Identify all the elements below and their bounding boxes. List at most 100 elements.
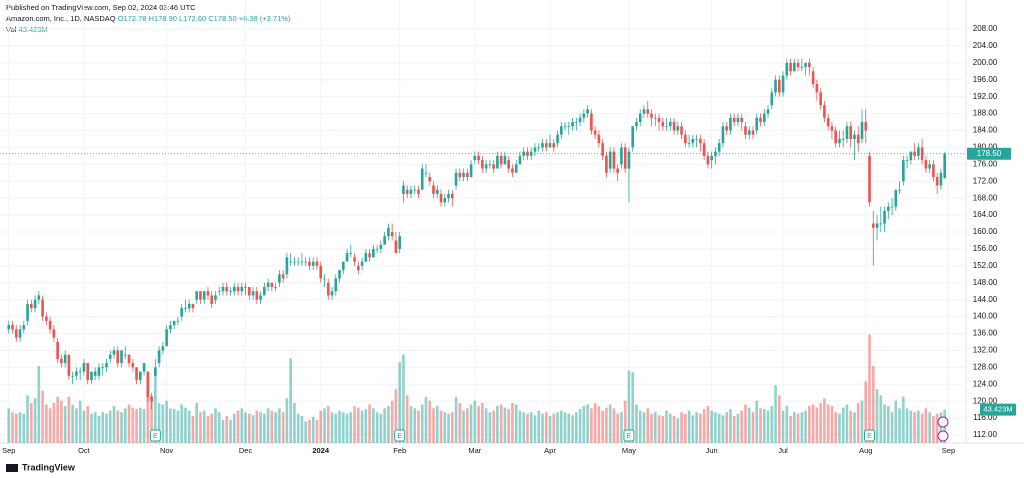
volume-bar <box>695 412 698 443</box>
volume-bar <box>274 412 277 443</box>
candle-body <box>706 155 710 165</box>
candle-body <box>777 79 781 93</box>
candle-body <box>101 367 105 369</box>
candle-body <box>360 261 364 266</box>
candle-body <box>71 375 74 377</box>
volume-bar <box>259 412 262 443</box>
volume-bar <box>293 402 296 443</box>
candle-body <box>154 367 157 376</box>
volume-bar <box>744 404 747 443</box>
x-tick-label: Nov <box>160 446 174 455</box>
volume-bar <box>123 408 127 443</box>
candle-body <box>172 320 176 326</box>
x-tick-label: Dec <box>239 446 253 455</box>
candle-body <box>413 189 417 191</box>
candle-body <box>725 126 728 131</box>
candle-body <box>304 261 308 263</box>
candle-body <box>323 278 326 280</box>
volume-bar <box>349 412 353 443</box>
candle-body <box>841 138 845 140</box>
volume-bar <box>105 413 108 443</box>
volume-bar <box>217 412 221 443</box>
candle-body <box>623 147 627 169</box>
volume-bar <box>112 406 116 443</box>
y-tick-label: 184.00 <box>973 126 998 135</box>
candle-body <box>932 164 935 178</box>
candle-body <box>590 113 593 131</box>
volume-bar <box>417 410 420 443</box>
volume-bar <box>552 413 556 443</box>
candle-body <box>142 363 146 372</box>
volume-bar <box>920 413 924 443</box>
candle-body <box>838 138 841 144</box>
candle-body <box>860 122 864 139</box>
candle-body <box>353 257 356 262</box>
volume-bar <box>529 412 533 443</box>
candle-body <box>856 134 860 144</box>
candle-body <box>97 367 101 376</box>
candle-body <box>349 253 353 254</box>
ohlc: L172.60 <box>179 14 207 23</box>
candle-body <box>221 286 225 292</box>
candle-body <box>417 189 420 194</box>
candle-body <box>943 153 947 178</box>
candle-body <box>578 117 582 123</box>
volume-bar <box>383 408 386 443</box>
candle-body <box>357 265 360 271</box>
volume-bar <box>26 395 29 443</box>
candle-body <box>326 282 330 296</box>
candle-body <box>774 79 777 93</box>
volume-bar <box>281 412 285 443</box>
volume-bar <box>774 385 777 443</box>
volume-bar <box>300 416 304 443</box>
candle-body <box>845 126 849 139</box>
volume-bar <box>819 402 822 443</box>
volume-bar <box>710 410 713 443</box>
candle-body <box>804 62 807 68</box>
candle-body <box>131 363 135 368</box>
volume-bar <box>402 354 405 443</box>
volume-bar <box>398 362 401 443</box>
legend-line: Amazon.com, Inc., 1D, NASDAQ O172.78 H17… <box>6 13 290 24</box>
volume-bar <box>657 415 661 443</box>
volume-bar <box>492 410 495 443</box>
volume-bar <box>82 410 86 443</box>
volume-bar <box>120 412 123 443</box>
volume-bar <box>789 416 792 443</box>
volume-bar <box>379 413 383 443</box>
volume-bar <box>248 413 251 443</box>
volume-bar <box>454 396 458 443</box>
candle-body <box>458 172 462 178</box>
candle-body <box>93 371 97 376</box>
volume-bar <box>575 412 578 443</box>
volume-bar <box>691 415 695 443</box>
volume-bar <box>142 409 146 443</box>
candle-body <box>473 155 477 161</box>
volume-bar <box>793 412 796 443</box>
volume-bar <box>740 410 744 443</box>
volume-bar <box>823 398 826 443</box>
candle-body <box>650 113 653 118</box>
volume-bar <box>800 412 804 443</box>
candle-body <box>605 155 608 173</box>
candle-body <box>424 172 428 174</box>
volume-bar <box>236 410 240 443</box>
candle-body <box>105 363 108 368</box>
volume-bar <box>360 410 364 443</box>
volume-bar <box>439 410 443 443</box>
candle-body <box>646 109 650 114</box>
candle-body <box>477 155 480 161</box>
volume-bar <box>101 412 105 443</box>
candle-body <box>883 210 886 224</box>
volume-bar <box>390 400 394 443</box>
y-tick-label: 120.00 <box>973 396 998 405</box>
volume-bar <box>304 421 308 443</box>
volume-bar <box>522 412 526 443</box>
volume-bar <box>270 410 274 443</box>
event-badge <box>394 429 406 442</box>
candle-body <box>875 223 879 228</box>
candle-body <box>41 299 44 317</box>
volume-bar <box>420 404 424 443</box>
volume-bar <box>871 366 875 443</box>
